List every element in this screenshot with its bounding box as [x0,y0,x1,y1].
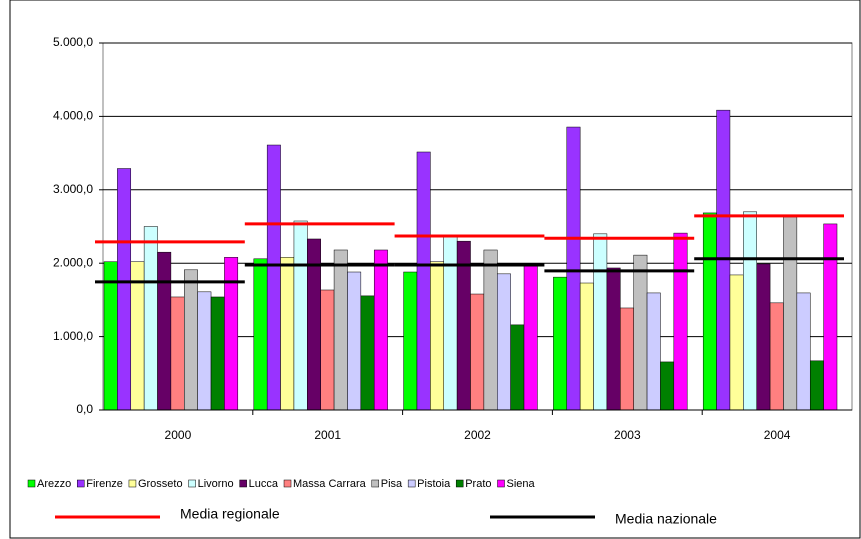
legend-label: Pistoia [417,478,451,490]
legend-label: Media regionale [180,506,280,522]
bar [103,261,118,411]
bar [443,236,458,411]
bar [729,274,744,411]
legend-label: Media nazionale [615,511,717,527]
bar [620,307,634,411]
bar [197,291,212,411]
bar [673,232,688,411]
legend-label: Pisa [381,478,403,490]
bar [170,296,185,411]
legend-label: Firenze [86,478,123,490]
bar [403,271,418,411]
bar [416,151,431,411]
legend-swatch [128,479,137,488]
legend-swatch [27,479,36,488]
y-tick-label: 0,0 [76,402,93,416]
bar [566,126,581,411]
legend-swatch [239,479,247,488]
legend-label: Livorno [198,478,234,490]
bar [823,223,838,411]
bar [224,257,239,411]
bar [743,211,757,411]
bar [593,233,608,411]
bar [510,324,525,411]
y-tick-label: 5.000,0 [53,35,93,49]
legend-label: Massa Carrara [293,478,367,490]
legend-label: Arezzo [37,478,71,490]
legend-label: Grosseto [138,478,183,490]
bar [430,261,444,411]
legend-label: Lucca [249,478,279,490]
bar [523,264,538,411]
bar [293,220,308,411]
bar [646,292,661,411]
x-tick-label: 2000 [165,428,192,442]
bar [756,263,771,411]
y-tick-label: 4.000,0 [53,109,93,123]
bar [579,282,594,411]
legend-swatch [77,479,85,488]
bar [783,216,798,411]
bar [470,293,485,411]
bar [796,292,811,411]
y-tick-label: 1.000,0 [53,329,93,343]
bar [373,249,388,411]
bar [210,296,225,411]
bar [660,361,675,411]
bar [360,295,375,411]
x-tick-label: 2002 [464,428,491,442]
legend-swatch [407,479,416,488]
x-tick-label: 2003 [614,428,641,442]
x-tick-label: 2004 [764,428,791,442]
bar [333,249,348,411]
legend-label: Siena [507,478,536,490]
bar [143,226,158,411]
bar [266,144,281,411]
legend-swatch [497,479,505,488]
bar [702,212,717,411]
bar [497,273,511,411]
bar [253,258,268,411]
bar [347,271,362,411]
x-tick-label: 2001 [314,428,341,442]
legend-swatch [455,479,464,488]
bar [320,289,335,411]
bar [130,261,145,411]
bar [553,276,568,411]
y-tick-label: 3.000,0 [53,182,93,196]
legend-swatch [371,479,380,488]
bar [280,257,295,411]
y-tick-label: 2.000,0 [53,255,93,269]
bar [483,249,498,411]
bar [184,269,198,411]
bar [633,254,648,411]
bar [606,267,621,411]
legend-swatch [283,479,292,488]
bar [117,168,132,411]
legend-label: Prato [465,478,491,490]
legend-swatch [188,479,196,488]
bar [809,360,824,411]
bar [157,251,172,411]
bar [769,302,784,411]
